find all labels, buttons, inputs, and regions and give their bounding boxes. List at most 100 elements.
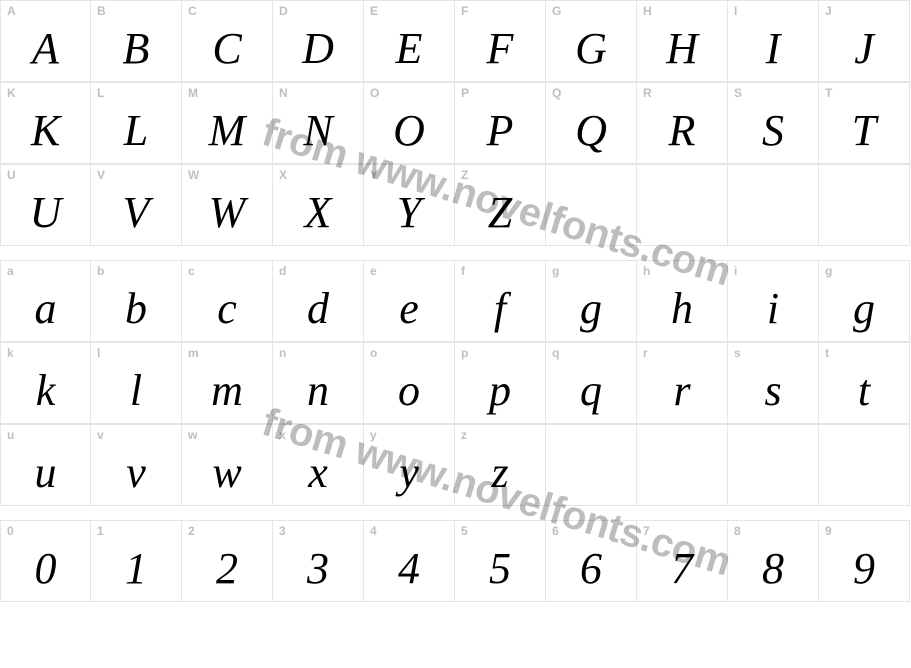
row-gap bbox=[0, 246, 911, 260]
glyph-cell: mm bbox=[182, 342, 273, 424]
glyph-cell: II bbox=[728, 0, 819, 82]
glyph-cell: PP bbox=[455, 82, 546, 164]
glyph: V bbox=[91, 191, 181, 235]
glyph-cell: YY bbox=[364, 164, 455, 246]
cell-label: N bbox=[279, 87, 288, 99]
glyph-cell: tt bbox=[819, 342, 910, 424]
cell-label: P bbox=[461, 87, 469, 99]
glyph-cell: uu bbox=[0, 424, 91, 506]
glyph-cell: ZZ bbox=[455, 164, 546, 246]
glyph: 6 bbox=[546, 547, 636, 591]
glyph: f bbox=[455, 287, 545, 331]
glyph-row: uuvvwwxxyyzz bbox=[0, 424, 911, 506]
glyph-cell: 33 bbox=[273, 520, 364, 602]
glyph-cell: ee bbox=[364, 260, 455, 342]
cell-label: f bbox=[461, 265, 465, 277]
glyph: q bbox=[546, 369, 636, 413]
cell-label: L bbox=[97, 87, 104, 99]
cell-label: a bbox=[7, 265, 14, 277]
cell-label: J bbox=[825, 5, 832, 17]
cell-label: A bbox=[7, 5, 16, 17]
glyph-cell: yy bbox=[364, 424, 455, 506]
glyph-cell bbox=[637, 164, 728, 246]
glyph-cell: MM bbox=[182, 82, 273, 164]
glyph: o bbox=[364, 369, 454, 413]
glyph-cell: GG bbox=[546, 0, 637, 82]
glyph-row: aabbccddeeffgghhiigg bbox=[0, 260, 911, 342]
glyph: t bbox=[819, 369, 909, 413]
glyph: Z bbox=[455, 191, 545, 235]
glyph-cell bbox=[546, 164, 637, 246]
cell-label: g bbox=[552, 265, 559, 277]
glyph: y bbox=[364, 451, 454, 495]
cell-label: C bbox=[188, 5, 197, 17]
glyph-cell: VV bbox=[91, 164, 182, 246]
cell-label: Q bbox=[552, 87, 561, 99]
cell-label: x bbox=[279, 429, 286, 441]
glyph: e bbox=[364, 287, 454, 331]
glyph-cell: bb bbox=[91, 260, 182, 342]
glyph-cell: nn bbox=[273, 342, 364, 424]
glyph-cell bbox=[819, 424, 910, 506]
glyph-cell: BB bbox=[91, 0, 182, 82]
glyph: X bbox=[273, 191, 363, 235]
glyph-cell: 99 bbox=[819, 520, 910, 602]
glyph-cell: 66 bbox=[546, 520, 637, 602]
glyph-cell bbox=[546, 424, 637, 506]
glyph: M bbox=[182, 109, 272, 153]
cell-label: 0 bbox=[7, 525, 14, 537]
cell-label: y bbox=[370, 429, 377, 441]
glyph: E bbox=[364, 27, 454, 71]
glyph-cell: HH bbox=[637, 0, 728, 82]
cell-label: o bbox=[370, 347, 377, 359]
glyph: N bbox=[273, 109, 363, 153]
cell-label: b bbox=[97, 265, 104, 277]
glyph-cell: vv bbox=[91, 424, 182, 506]
glyph-cell: ff bbox=[455, 260, 546, 342]
cell-label: M bbox=[188, 87, 198, 99]
row-gap bbox=[0, 506, 911, 520]
cell-label: 6 bbox=[552, 525, 559, 537]
cell-label: B bbox=[97, 5, 106, 17]
glyph-cell bbox=[728, 424, 819, 506]
glyph: k bbox=[1, 369, 90, 413]
glyph: O bbox=[364, 109, 454, 153]
glyph: z bbox=[455, 451, 545, 495]
glyph-cell: JJ bbox=[819, 0, 910, 82]
glyph-cell: ss bbox=[728, 342, 819, 424]
glyph-cell bbox=[819, 164, 910, 246]
cell-label: K bbox=[7, 87, 16, 99]
glyph-cell: 00 bbox=[0, 520, 91, 602]
cell-label: i bbox=[734, 265, 737, 277]
glyph: Q bbox=[546, 109, 636, 153]
glyph: d bbox=[273, 287, 363, 331]
glyph: 3 bbox=[273, 547, 363, 591]
glyph: l bbox=[91, 369, 181, 413]
glyph: 7 bbox=[637, 547, 727, 591]
glyph: s bbox=[728, 369, 818, 413]
glyph-cell: FF bbox=[455, 0, 546, 82]
glyph-cell: CC bbox=[182, 0, 273, 82]
cell-label: X bbox=[279, 169, 287, 181]
glyph: a bbox=[1, 287, 90, 331]
glyph: Y bbox=[364, 191, 454, 235]
glyph: 8 bbox=[728, 547, 818, 591]
glyph: F bbox=[455, 27, 545, 71]
cell-label: D bbox=[279, 5, 288, 17]
glyph-row: KKLLMMNNOOPPQQRRSSTT bbox=[0, 82, 911, 164]
glyph: w bbox=[182, 451, 272, 495]
cell-label: U bbox=[7, 169, 16, 181]
glyph: L bbox=[91, 109, 181, 153]
glyph: v bbox=[91, 451, 181, 495]
glyph-cell: qq bbox=[546, 342, 637, 424]
glyph-cell: dd bbox=[273, 260, 364, 342]
cell-label: I bbox=[734, 5, 737, 17]
cell-label: W bbox=[188, 169, 199, 181]
cell-label: 1 bbox=[97, 525, 104, 537]
cell-label: 5 bbox=[461, 525, 468, 537]
glyph: R bbox=[637, 109, 727, 153]
cell-label: 7 bbox=[643, 525, 650, 537]
glyph-cell: DD bbox=[273, 0, 364, 82]
cell-label: Z bbox=[461, 169, 468, 181]
cell-label: O bbox=[370, 87, 379, 99]
